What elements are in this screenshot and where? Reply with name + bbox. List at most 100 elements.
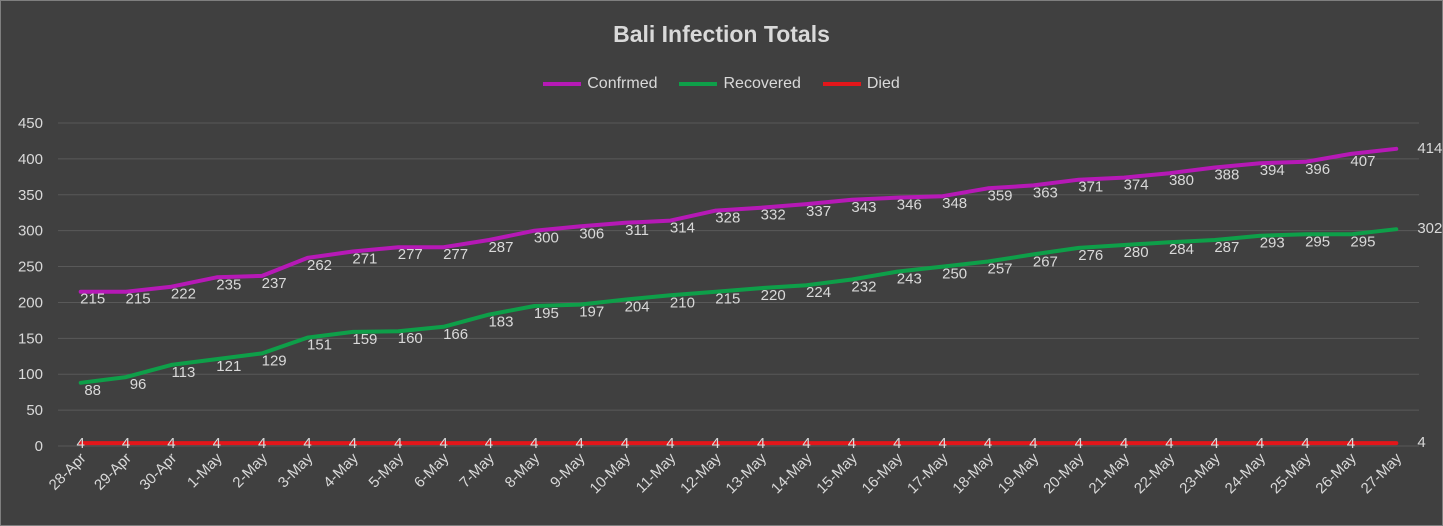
y-tick-label: 0 [35, 438, 43, 455]
data-label-confrmed: 348 [942, 195, 967, 212]
data-label-died: 4 [712, 435, 720, 452]
x-tick-label: 10-May [587, 449, 635, 497]
data-label-recovered: 276 [1078, 247, 1103, 264]
data-label-died: 4 [1075, 435, 1083, 452]
x-tick-label: 5-May [366, 449, 408, 491]
data-label-confrmed: 215 [126, 291, 151, 308]
data-label-died: 4 [1347, 435, 1355, 452]
x-tick-label: 18-May [949, 449, 997, 497]
x-tick-label: 20-May [1040, 449, 1088, 497]
y-tick-label: 350 [18, 187, 43, 204]
legend-item-confirmed: Confrmed [543, 75, 657, 93]
series-line-recovered [78, 227, 1399, 385]
y-tick-label: 100 [18, 366, 43, 383]
data-label-confrmed: 237 [262, 275, 287, 292]
x-tick-label: 17-May [904, 449, 952, 497]
x-tick-label: 24-May [1222, 449, 1270, 497]
data-label-confrmed: 215 [80, 291, 105, 308]
legend: Confrmed Recovered Died [1, 73, 1442, 95]
x-tick-label: 13-May [723, 449, 771, 497]
legend-label-died: Died [866, 75, 900, 92]
data-label-confrmed: 380 [1169, 172, 1194, 189]
data-label-confrmed: 414 [1417, 140, 1442, 157]
data-label-confrmed: 262 [307, 257, 332, 274]
data-label-died: 4 [530, 435, 538, 452]
data-label-died: 4 [848, 435, 856, 452]
chart-title: Bali Infection Totals [613, 21, 830, 47]
y-tick-label: 150 [18, 330, 43, 347]
x-tick-label: 14-May [768, 449, 816, 497]
data-label-recovered: 151 [307, 337, 332, 354]
data-label-died: 4 [485, 435, 493, 452]
data-label-recovered: 113 [171, 364, 195, 381]
x-tick-label: 22-May [1131, 449, 1179, 497]
data-label-died: 4 [439, 435, 447, 452]
data-label-died: 4 [122, 435, 130, 452]
x-tick-label: 28-Apr [46, 450, 90, 494]
x-tick-label: 2-May [229, 449, 271, 491]
y-tick-label: 200 [18, 294, 43, 311]
y-tick-label: 50 [26, 402, 43, 419]
data-label-recovered: 195 [534, 305, 559, 322]
data-label-recovered: 197 [579, 304, 604, 321]
x-tick-label: 23-May [1176, 449, 1224, 497]
data-label-died: 4 [1417, 434, 1425, 451]
data-label-confrmed: 277 [443, 246, 468, 263]
data-label-died: 4 [349, 435, 357, 452]
data-label-died: 4 [938, 435, 946, 452]
x-tick-label: 25-May [1267, 449, 1315, 497]
legend-swatch-confirmed [543, 82, 582, 86]
data-label-died: 4 [893, 435, 901, 452]
data-label-confrmed: 359 [988, 187, 1013, 204]
x-tick-label: 15-May [813, 449, 861, 497]
data-label-recovered: 121 [216, 358, 241, 375]
data-label-died: 4 [621, 435, 629, 452]
data-label-died: 4 [394, 435, 402, 452]
x-tick-label: 6-May [411, 449, 453, 491]
data-label-confrmed: 407 [1350, 153, 1375, 170]
data-label-recovered: 88 [84, 382, 101, 399]
data-label-recovered: 243 [897, 271, 922, 288]
data-label-confrmed: 300 [534, 230, 559, 247]
data-label-confrmed: 396 [1305, 161, 1330, 178]
x-tick-label: 16-May [859, 449, 907, 497]
data-label-confrmed: 363 [1033, 184, 1058, 201]
x-tick-label: 4-May [320, 449, 362, 491]
data-label-confrmed: 277 [398, 246, 423, 263]
data-label-recovered: 267 [1033, 253, 1058, 270]
data-label-died: 4 [1256, 435, 1264, 452]
legend-swatch-died [822, 82, 861, 86]
data-label-died: 4 [984, 435, 992, 452]
data-label-confrmed: 371 [1078, 179, 1103, 196]
x-tick-label: 8-May [502, 449, 544, 491]
x-tick-label: 29-Apr [91, 450, 135, 494]
data-label-recovered: 96 [130, 376, 147, 393]
legend-label-recovered: Recovered [723, 75, 801, 92]
data-label-recovered: 232 [851, 278, 876, 295]
data-label-died: 4 [303, 435, 311, 452]
data-label-confrmed: 374 [1124, 177, 1149, 194]
legend-label-confirmed: Confrmed [587, 75, 658, 92]
data-label-recovered: 215 [715, 291, 740, 308]
x-tick-label: 11-May [633, 449, 680, 496]
x-tick-label: 7-May [456, 449, 498, 491]
data-label-confrmed: 394 [1260, 162, 1285, 179]
data-label-died: 4 [167, 435, 175, 452]
data-label-confrmed: 235 [216, 276, 241, 293]
data-label-confrmed: 332 [761, 207, 786, 224]
data-label-recovered: 220 [761, 287, 786, 304]
data-label-died: 4 [1165, 435, 1173, 452]
data-label-recovered: 204 [625, 299, 650, 316]
data-label-recovered: 287 [1214, 239, 1239, 256]
data-label-recovered: 295 [1305, 233, 1330, 250]
y-tick-label: 400 [18, 151, 43, 168]
x-tick-label: 27-May [1358, 449, 1406, 497]
data-label-died: 4 [757, 435, 765, 452]
x-tick-label: 19-May [995, 449, 1043, 497]
data-label-confrmed: 306 [579, 225, 604, 242]
data-label-recovered: 183 [488, 314, 513, 331]
data-label-confrmed: 346 [897, 197, 922, 214]
series-line-confrmed [78, 146, 1399, 294]
data-label-recovered: 160 [398, 330, 423, 347]
data-label-died: 4 [1211, 435, 1219, 452]
